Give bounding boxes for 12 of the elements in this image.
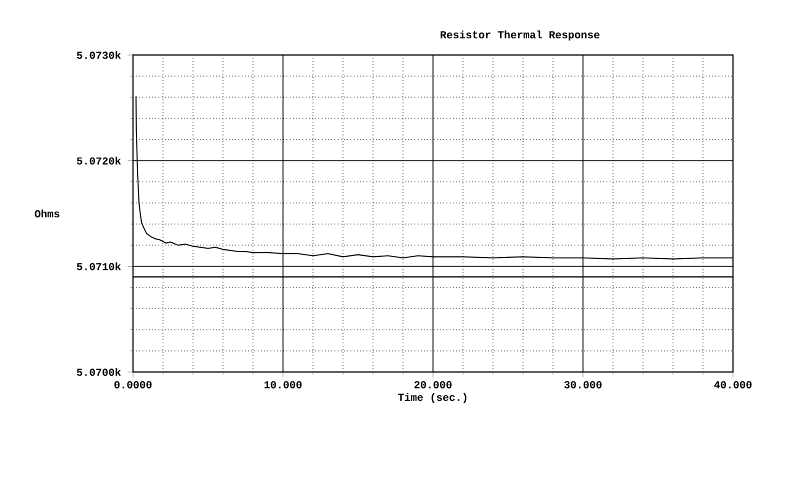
x-tick-label: 40.000 <box>714 381 752 388</box>
y-tick-label: 5.0730k <box>76 51 121 59</box>
y-axis-title: Ohms <box>34 210 60 218</box>
y-tick-label: 5.0710k <box>76 262 121 270</box>
x-tick-label: 30.000 <box>564 381 602 388</box>
x-tick-label: 20.000 <box>414 381 452 388</box>
y-tick-label: 5.0720k <box>76 156 121 165</box>
x-tick-label: 10.000 <box>264 381 302 388</box>
x-axis-title: Time (sec.) <box>398 393 466 404</box>
chart-title: Resistor Thermal Response <box>440 30 600 41</box>
x-tick-label: 0.0000 <box>114 381 152 388</box>
y-tick-label: 5.0700k <box>76 368 121 376</box>
